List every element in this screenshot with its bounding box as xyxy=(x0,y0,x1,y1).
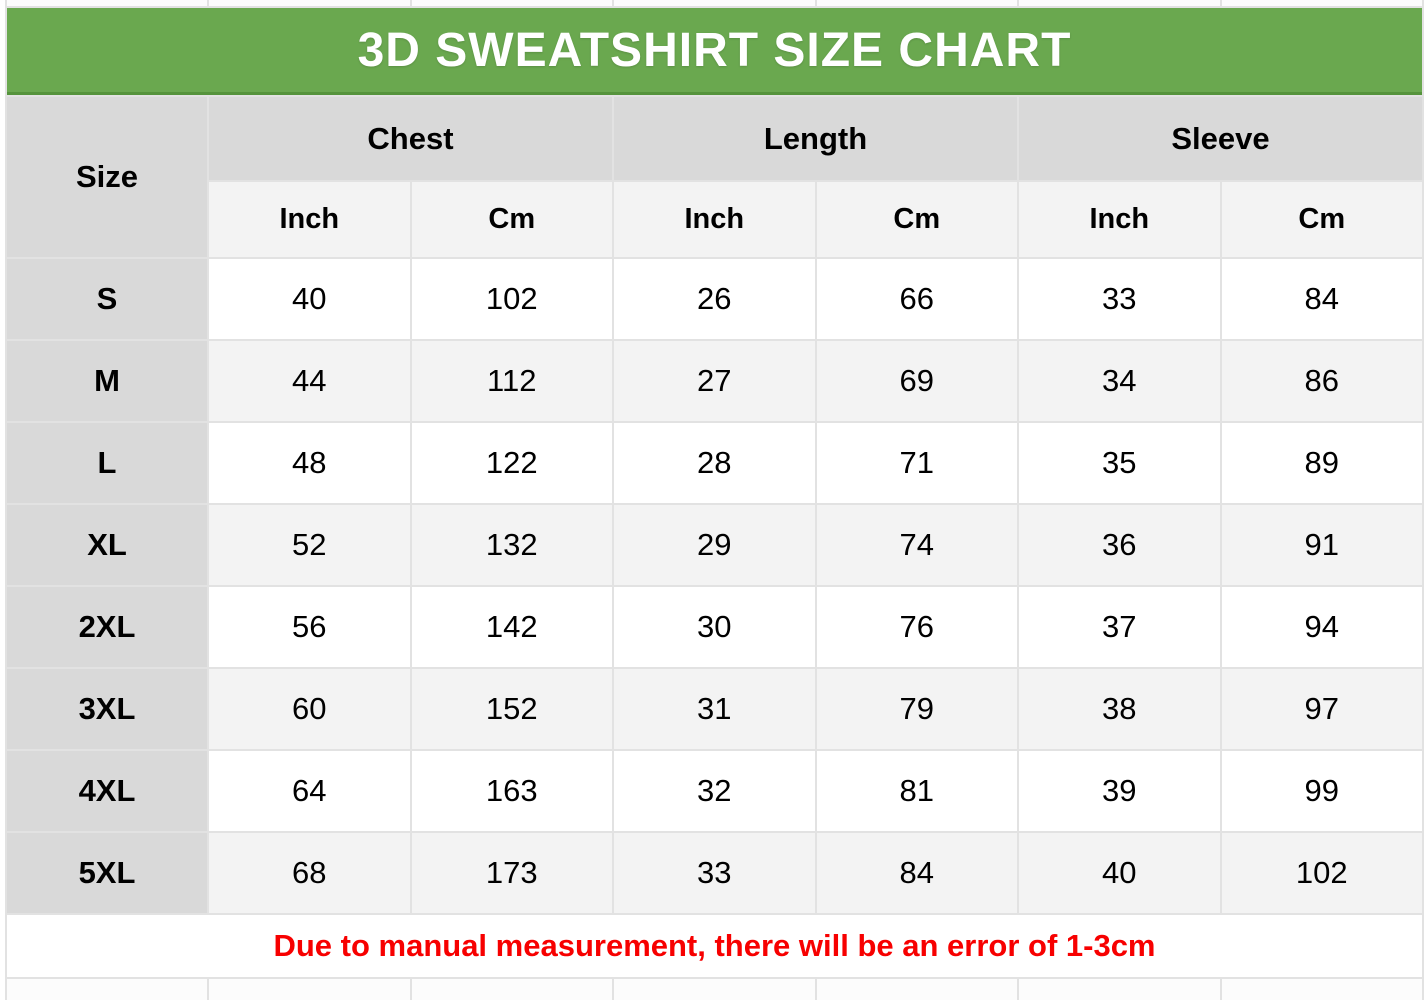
header-unit-sleeve-cm: Cm xyxy=(1221,182,1422,257)
cropped-cell xyxy=(614,0,815,6)
table-cell: 112 xyxy=(411,341,612,421)
size-chart-table: 3D SWEATSHIRT SIZE CHART Size Chest Leng… xyxy=(5,0,1424,1000)
table-cell: 94 xyxy=(1221,587,1422,667)
header-unit-chest-cm: Cm xyxy=(411,182,612,257)
table-cell: 40 xyxy=(1019,833,1220,913)
row-label: 5XL xyxy=(7,833,207,913)
table-cell: 29 xyxy=(614,505,815,585)
table-cell: 132 xyxy=(411,505,612,585)
table-cell: 35 xyxy=(1019,423,1220,503)
table-row-xl: XL 52 132 29 74 36 91 xyxy=(7,505,1422,585)
table-cell: 56 xyxy=(209,587,410,667)
table-cell: 32 xyxy=(614,751,815,831)
table-cell: 52 xyxy=(209,505,410,585)
table-cell: 86 xyxy=(1221,341,1422,421)
row-label: M xyxy=(7,341,207,421)
measurement-note-row: Due to manual measurement, there will be… xyxy=(7,915,1422,977)
cropped-row-bottom xyxy=(7,979,1422,1000)
cropped-row-top xyxy=(7,0,1422,6)
table-cell: 76 xyxy=(816,587,1017,667)
title-banner: 3D SWEATSHIRT SIZE CHART xyxy=(7,8,1422,95)
table-cell: 31 xyxy=(614,669,815,749)
header-unit-sleeve-inch: Inch xyxy=(1019,182,1220,257)
header-unit-length-cm: Cm xyxy=(816,182,1017,257)
cropped-cell xyxy=(1019,0,1220,6)
table-cell: 27 xyxy=(614,341,815,421)
cropped-cell xyxy=(816,979,1017,1000)
table-cell: 37 xyxy=(1019,587,1220,667)
table-cell: 64 xyxy=(209,751,410,831)
table-cell: 122 xyxy=(411,423,612,503)
table-cell: 60 xyxy=(209,669,410,749)
header-unit-chest-inch: Inch xyxy=(209,182,410,257)
table-cell: 142 xyxy=(411,587,612,667)
table-cell: 84 xyxy=(816,833,1017,913)
header-group-sleeve: Sleeve xyxy=(1019,97,1422,180)
table-cell: 74 xyxy=(816,505,1017,585)
table-cell: 71 xyxy=(816,423,1017,503)
cropped-cell xyxy=(411,979,612,1000)
table-cell: 102 xyxy=(411,259,612,339)
table-row-l: L 48 122 28 71 35 89 xyxy=(7,423,1422,503)
table-cell: 68 xyxy=(209,833,410,913)
table-header: Size Chest Length Sleeve Inch Cm Inch Cm… xyxy=(7,97,1422,257)
table-cell: 152 xyxy=(411,669,612,749)
row-label: 3XL xyxy=(7,669,207,749)
table-row-2xl: 2XL 56 142 30 76 37 94 xyxy=(7,587,1422,667)
cropped-cell xyxy=(7,0,207,6)
header-unit-length-inch: Inch xyxy=(614,182,815,257)
table-cell: 28 xyxy=(614,423,815,503)
header-group-chest: Chest xyxy=(209,97,612,180)
table-cell: 38 xyxy=(1019,669,1220,749)
table-row-s: S 40 102 26 66 33 84 xyxy=(7,259,1422,339)
table-cell: 40 xyxy=(209,259,410,339)
table-row-4xl: 4XL 64 163 32 81 39 99 xyxy=(7,751,1422,831)
chart-title: 3D SWEATSHIRT SIZE CHART xyxy=(357,23,1072,77)
cropped-cell xyxy=(614,979,815,1000)
cropped-cell xyxy=(411,0,612,6)
table-cell: 89 xyxy=(1221,423,1422,503)
cropped-cell xyxy=(1221,0,1422,6)
table-cell: 39 xyxy=(1019,751,1220,831)
table-cell: 66 xyxy=(816,259,1017,339)
cropped-cell xyxy=(209,979,410,1000)
table-row-5xl: 5XL 68 173 33 84 40 102 xyxy=(7,833,1422,913)
cropped-cell xyxy=(1221,979,1422,1000)
table-cell: 33 xyxy=(614,833,815,913)
table-row-3xl: 3XL 60 152 31 79 38 97 xyxy=(7,669,1422,749)
table-cell: 163 xyxy=(411,751,612,831)
measurement-note: Due to manual measurement, there will be… xyxy=(273,928,1156,963)
table-row-m: M 44 112 27 69 34 86 xyxy=(7,341,1422,421)
cropped-cell xyxy=(209,0,410,6)
row-label: XL xyxy=(7,505,207,585)
table-cell: 97 xyxy=(1221,669,1422,749)
table-cell: 33 xyxy=(1019,259,1220,339)
table-cell: 84 xyxy=(1221,259,1422,339)
cropped-cell xyxy=(816,0,1017,6)
header-group-length: Length xyxy=(614,97,1017,180)
cropped-cell xyxy=(1019,979,1220,1000)
table-cell: 173 xyxy=(411,833,612,913)
row-label: 4XL xyxy=(7,751,207,831)
table-cell: 48 xyxy=(209,423,410,503)
table-cell: 34 xyxy=(1019,341,1220,421)
header-size: Size xyxy=(7,97,207,257)
table-cell: 91 xyxy=(1221,505,1422,585)
table-cell: 26 xyxy=(614,259,815,339)
table-cell: 79 xyxy=(816,669,1017,749)
table-cell: 81 xyxy=(816,751,1017,831)
row-label: L xyxy=(7,423,207,503)
table-cell: 44 xyxy=(209,341,410,421)
cropped-cell xyxy=(7,979,207,1000)
table-cell: 36 xyxy=(1019,505,1220,585)
row-label: 2XL xyxy=(7,587,207,667)
table-cell: 102 xyxy=(1221,833,1422,913)
row-label: S xyxy=(7,259,207,339)
table-cell: 30 xyxy=(614,587,815,667)
table-cell: 69 xyxy=(816,341,1017,421)
table-cell: 99 xyxy=(1221,751,1422,831)
